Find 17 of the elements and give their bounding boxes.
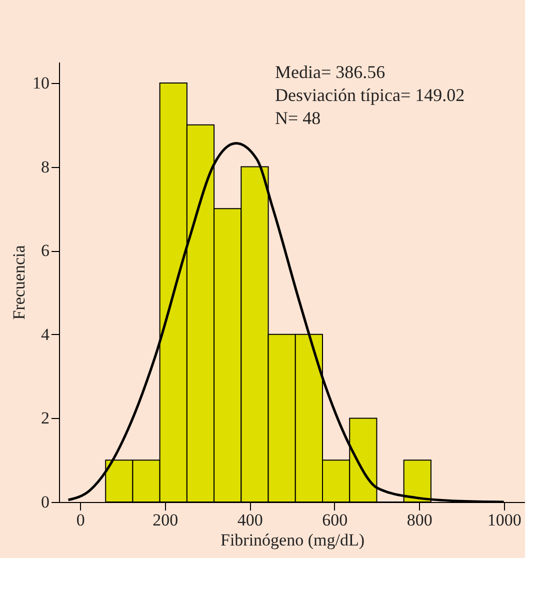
y-tick-label: 0 [41, 492, 50, 512]
y-tick-label: 4 [41, 324, 50, 344]
x-tick-label: 800 [406, 510, 432, 530]
x-tick-label: 400 [237, 510, 263, 530]
annotation: N= 48 [275, 108, 321, 128]
annotation: Media= 386.56 [275, 62, 386, 82]
y-tick-label: 2 [41, 408, 50, 428]
y-axis-title: Frecuencia [10, 244, 28, 320]
y-tick-label: 8 [41, 157, 50, 176]
annotation: Desviación típica= 149.02 [275, 85, 465, 105]
y-tick-label: 10 [32, 73, 50, 92]
x-axis-title: Fibrinógeno (mg/dL) [220, 530, 365, 550]
x-tick-label: 1000 [487, 510, 522, 530]
x-tick-label: 0 [76, 510, 85, 530]
x-tick-label: 200 [152, 510, 178, 530]
y-tick-label: 6 [41, 241, 50, 260]
x-tick-label: 600 [322, 510, 348, 530]
